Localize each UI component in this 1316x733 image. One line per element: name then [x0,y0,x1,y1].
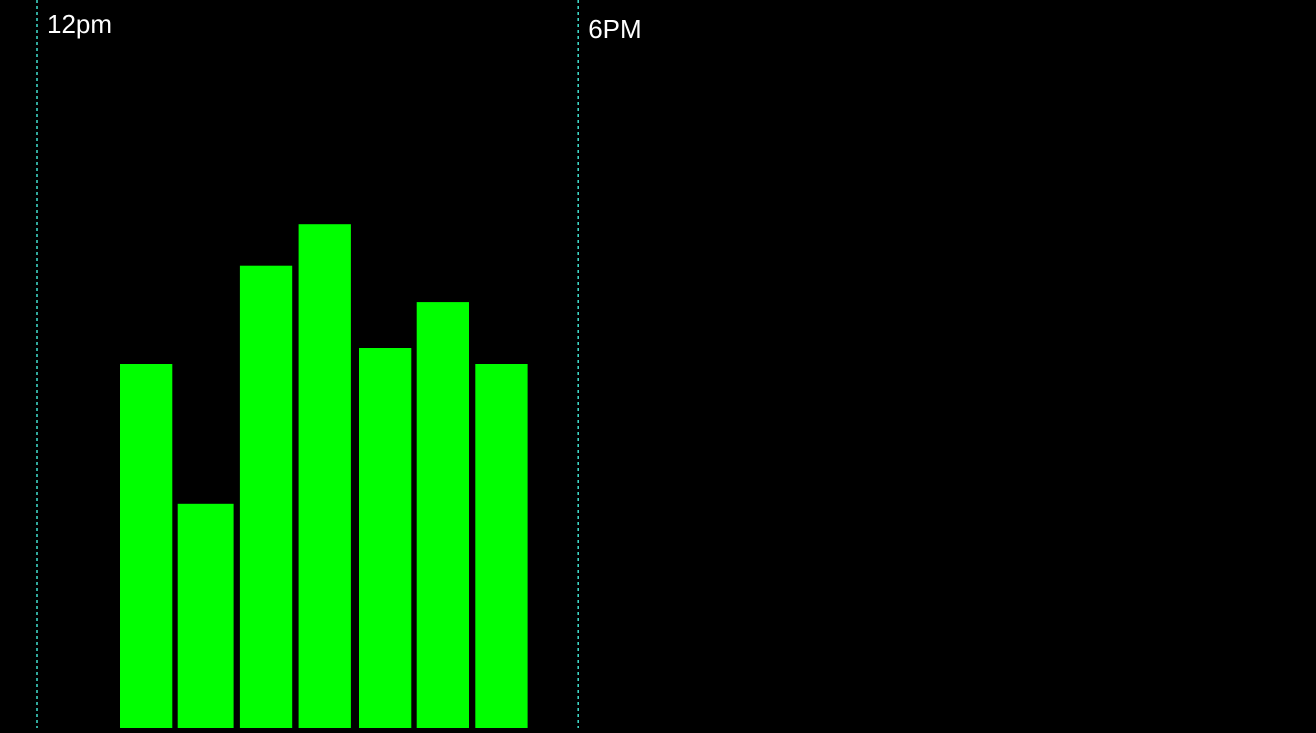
reference-label-2: 6PM [588,14,641,44]
reference-lines-layer [36,0,579,728]
bars-layer [120,224,528,728]
bar-2 [177,503,234,728]
reference-labels-layer: 12pm 6PM [47,9,642,44]
bar-5 [359,348,412,728]
bar-6 [416,302,469,728]
bar-4 [298,224,351,728]
bar-7 [475,364,528,728]
reference-label-1: 12pm [47,9,112,39]
bar-3 [239,265,293,728]
bar-1 [120,364,173,728]
